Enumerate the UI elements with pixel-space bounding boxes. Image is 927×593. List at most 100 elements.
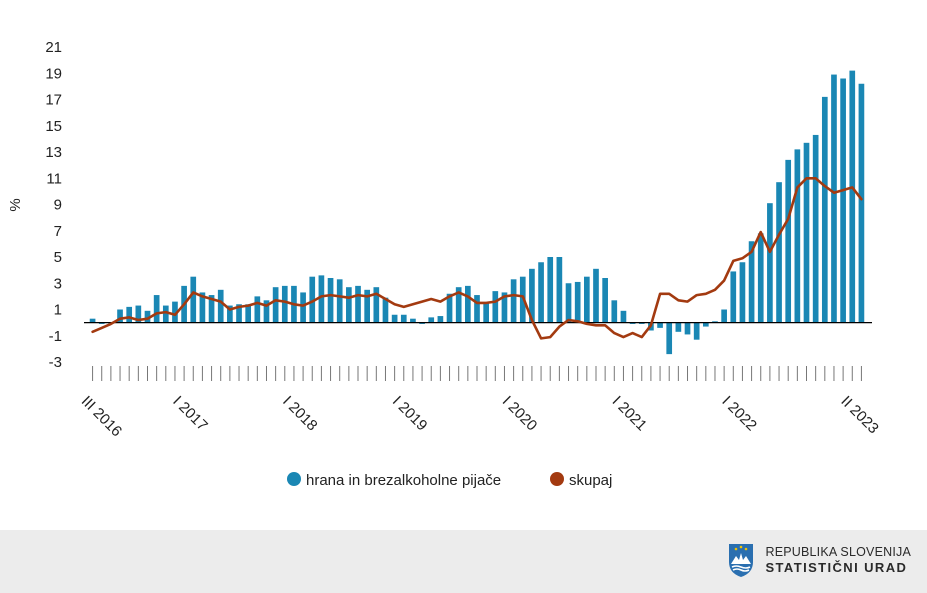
y-tick-label: 11 [46,170,62,187]
y-tick-label: 21 [45,39,62,56]
bar[interactable] [538,262,544,323]
bar[interactable] [428,317,435,323]
y-tick-label: -3 [49,354,62,371]
bar[interactable] [840,78,846,323]
x-tick-label: I 2021 [609,393,651,435]
bar[interactable] [89,318,96,323]
bar[interactable] [721,309,727,323]
bar[interactable] [126,306,133,323]
bar[interactable] [529,268,535,323]
x-tick-label: I 2018 [279,393,321,435]
bar[interactable] [245,304,252,323]
bar[interactable] [565,283,572,323]
bar[interactable] [98,322,105,324]
bar[interactable] [776,182,782,323]
bar[interactable] [190,276,197,323]
bar[interactable] [336,279,343,323]
bar[interactable] [492,291,499,323]
bar[interactable] [748,241,755,323]
bar[interactable] [593,268,599,323]
bar[interactable] [684,322,691,335]
x-tick-label: I 2019 [389,393,431,435]
bar[interactable] [666,322,673,355]
bar[interactable] [281,285,288,323]
bar[interactable] [620,310,627,323]
bar[interactable] [135,305,142,323]
bar[interactable] [501,292,508,323]
y-tick-label: 3 [54,275,62,292]
bar[interactable] [355,285,361,323]
legend[interactable]: hrana in brezalkoholne pijače skupaj [287,472,612,489]
bar[interactable] [254,296,261,323]
bar[interactable] [318,275,325,323]
bar[interactable] [739,262,746,323]
x-tick-label: II 2023 [837,393,881,437]
bar[interactable] [510,279,517,323]
bar[interactable] [172,301,178,323]
bar[interactable] [346,287,352,323]
bar[interactable] [217,289,224,323]
bar[interactable] [611,300,618,323]
bar[interactable] [583,276,590,323]
bar[interactable] [629,322,636,324]
bar[interactable] [373,287,380,323]
bar[interactable] [821,96,828,323]
legend-label-total[interactable]: skupaj [569,472,612,489]
bars-layer [89,70,865,355]
bar[interactable] [547,257,554,323]
y-tick-label: 9 [54,197,62,214]
bar[interactable] [455,287,462,323]
y-tick-label: 13 [45,144,62,161]
bar[interactable] [227,305,233,323]
bar[interactable] [437,316,444,323]
bar[interactable] [693,322,700,340]
bar[interactable] [272,287,279,323]
y-tick-label: 7 [54,223,62,240]
x-tick-label: I 2017 [169,393,211,435]
bar[interactable] [465,285,471,323]
bar[interactable] [382,297,389,323]
bar[interactable] [300,292,306,323]
bar[interactable] [144,310,151,323]
bar[interactable] [712,321,718,323]
bar[interactable] [400,314,407,323]
bar[interactable] [153,295,160,323]
bar[interactable] [602,278,608,323]
bar[interactable] [446,293,453,323]
bar[interactable] [236,304,242,323]
y-tick-label: -1 [49,328,62,345]
bar[interactable] [263,300,270,323]
bar[interactable] [794,149,801,323]
bar[interactable] [702,322,709,327]
bar[interactable] [730,271,737,323]
bar[interactable] [831,74,837,323]
bar[interactable] [638,322,645,324]
bar[interactable] [803,142,810,323]
bar[interactable] [162,305,169,323]
bar[interactable] [757,233,764,323]
bar[interactable] [474,295,480,323]
bar[interactable] [574,281,581,323]
bar[interactable] [208,295,215,323]
bar[interactable] [199,292,206,323]
bar[interactable] [117,309,123,323]
line-series-skupaj[interactable] [91,177,863,340]
bar[interactable] [483,302,489,323]
bar[interactable] [849,70,856,323]
bar[interactable] [785,159,792,323]
bar[interactable] [556,257,563,323]
legend-label-food[interactable]: hrana in brezalkoholne pijače [306,472,501,489]
bar[interactable] [410,318,416,323]
bar[interactable] [767,203,773,323]
bar[interactable] [327,278,334,323]
bar[interactable] [812,134,819,323]
bar[interactable] [364,289,371,323]
bar[interactable] [391,314,398,323]
bar[interactable] [309,276,316,323]
bar[interactable] [419,322,425,324]
bar[interactable] [858,83,865,323]
bar[interactable] [675,322,682,332]
bar[interactable] [657,322,663,328]
